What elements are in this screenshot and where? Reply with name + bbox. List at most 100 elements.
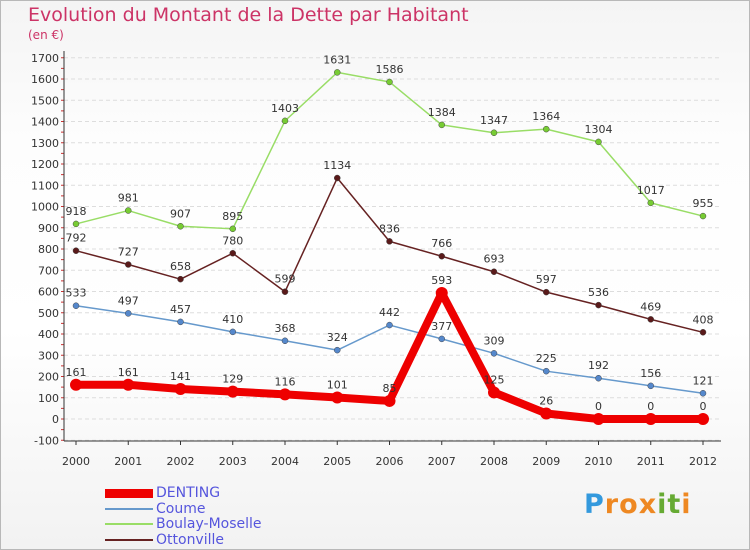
data-label-coume: 410 [222, 313, 243, 326]
data-label-boulay-moselle: 1631 [323, 53, 351, 66]
data-label-coume: 497 [118, 294, 139, 307]
data-point-boulay-moselle [647, 199, 654, 207]
legend-label-denting: DENTING [156, 485, 221, 501]
data-label-ottonville: 836 [379, 222, 400, 235]
data-label-ottonville: 780 [222, 234, 243, 247]
x-tick-label: 2012 [689, 455, 717, 468]
legend-swatch-ottonville [105, 538, 153, 541]
data-label-boulay-moselle: 981 [118, 192, 139, 205]
data-point-denting [435, 286, 448, 299]
chart-title: Evolution du Montant de la Dette par Hab… [28, 4, 469, 26]
chart-subtitle: (en €) [28, 28, 64, 42]
data-label-coume: 225 [536, 352, 557, 365]
data-point-boulay-moselle [125, 207, 132, 214]
logo-letter: o [619, 489, 639, 520]
data-label-denting: 0 [595, 400, 602, 413]
data-point-coume [125, 310, 132, 317]
legend-swatch-boulay-moselle [105, 523, 153, 525]
data-point-denting [540, 407, 553, 420]
y-tick-label: 900 [38, 222, 59, 235]
data-label-ottonville: 693 [484, 253, 505, 266]
data-label-ottonville: 599 [275, 273, 296, 286]
data-label-denting: 85 [383, 382, 397, 395]
x-tick-label: 2006 [376, 455, 404, 468]
data-label-ottonville: 792 [66, 232, 87, 245]
data-point-denting [226, 385, 239, 398]
data-label-denting: 161 [66, 366, 87, 379]
data-label-denting: 129 [222, 373, 243, 386]
data-label-ottonville: 597 [536, 273, 557, 286]
logo-letter: P [584, 489, 605, 520]
y-tick-label: 1600 [31, 73, 59, 86]
data-label-boulay-moselle: 1017 [637, 184, 665, 197]
data-point-coume [229, 328, 236, 336]
y-tick-label: 0 [52, 413, 59, 426]
y-tick-label: 300 [38, 349, 59, 362]
data-point-denting [279, 388, 291, 401]
data-point-denting [644, 413, 657, 425]
data-label-ottonville: 408 [693, 313, 714, 326]
data-label-boulay-moselle: 918 [66, 205, 87, 218]
data-label-denting: 161 [118, 366, 139, 379]
data-label-ottonville: 1134 [323, 159, 351, 172]
data-label-denting: 0 [700, 400, 707, 413]
data-label-coume: 457 [170, 303, 191, 316]
data-label-coume: 121 [693, 374, 714, 387]
data-point-ottonville [438, 252, 445, 260]
data-point-coume [72, 302, 80, 309]
data-point-boulay-moselle [229, 225, 236, 233]
y-tick-label: -100 [34, 434, 59, 447]
data-point-coume [490, 350, 498, 357]
legend-swatch-denting [105, 488, 153, 498]
data-point-ottonville [229, 250, 236, 257]
logo-letter: i [681, 489, 692, 520]
data-label-coume: 533 [66, 287, 87, 300]
data-point-boulay-moselle [72, 220, 80, 228]
data-label-ottonville: 469 [640, 300, 661, 313]
data-label-boulay-moselle: 895 [222, 210, 243, 223]
x-tick-label: 2007 [428, 455, 456, 468]
legend-label-coume: Coume [156, 500, 206, 517]
data-label-boulay-moselle: 907 [170, 207, 191, 220]
y-tick-label: 1700 [31, 52, 59, 65]
logo-letter: x [638, 489, 658, 520]
data-label-denting: 593 [431, 274, 452, 287]
data-point-coume [438, 335, 445, 343]
x-tick-label: 2008 [480, 455, 508, 468]
data-point-ottonville [490, 268, 498, 275]
x-tick-label: 2002 [167, 455, 195, 468]
y-tick-label: 1500 [31, 94, 59, 107]
data-point-denting [70, 378, 82, 391]
logo-letter: i [657, 489, 668, 520]
logo-letter: t [667, 489, 682, 520]
data-label-denting: 101 [327, 379, 348, 392]
x-tick-label: 2000 [62, 455, 90, 468]
data-label-denting: 0 [647, 400, 654, 413]
data-label-boulay-moselle: 1304 [585, 123, 613, 136]
data-point-ottonville [177, 275, 184, 283]
data-point-denting [331, 391, 344, 404]
data-label-ottonville: 766 [431, 237, 452, 250]
x-tick-label: 2005 [323, 455, 351, 468]
x-tick-label: 2010 [585, 455, 613, 468]
data-point-ottonville [543, 288, 550, 296]
data-point-coume [699, 390, 707, 397]
y-tick-label: 700 [38, 264, 59, 277]
y-tick-label: 100 [38, 392, 59, 405]
data-point-coume [177, 318, 184, 326]
data-label-denting: 125 [484, 373, 505, 386]
data-point-boulay-moselle [543, 125, 550, 133]
data-label-boulay-moselle: 1403 [271, 102, 299, 115]
y-tick-label: 1100 [31, 179, 59, 192]
data-point-boulay-moselle [386, 78, 393, 86]
y-tick-label: 1300 [31, 137, 59, 150]
data-point-coume [647, 382, 654, 390]
data-point-boulay-moselle [438, 121, 445, 129]
data-label-boulay-moselle: 1384 [428, 106, 456, 119]
y-tick-label: 1400 [31, 116, 59, 129]
data-label-boulay-moselle: 955 [693, 197, 714, 210]
x-tick-label: 2003 [219, 455, 247, 468]
data-point-denting [488, 386, 500, 399]
data-point-ottonville [699, 329, 707, 336]
